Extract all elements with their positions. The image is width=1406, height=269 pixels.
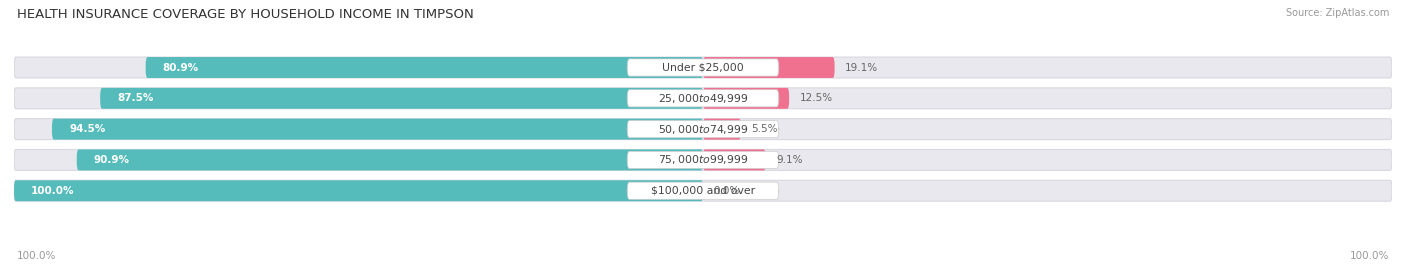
Text: 5.5%: 5.5% xyxy=(751,124,778,134)
Text: 94.5%: 94.5% xyxy=(69,124,105,134)
Text: 9.1%: 9.1% xyxy=(776,155,803,165)
Text: 12.5%: 12.5% xyxy=(800,93,832,103)
Text: 87.5%: 87.5% xyxy=(118,93,153,103)
FancyBboxPatch shape xyxy=(14,180,1392,201)
Text: 100.0%: 100.0% xyxy=(17,251,56,261)
Text: 100.0%: 100.0% xyxy=(1350,251,1389,261)
FancyBboxPatch shape xyxy=(14,88,1392,109)
Text: $25,000 to $49,999: $25,000 to $49,999 xyxy=(658,92,748,105)
FancyBboxPatch shape xyxy=(627,182,779,199)
Text: $75,000 to $99,999: $75,000 to $99,999 xyxy=(658,153,748,167)
Text: 90.9%: 90.9% xyxy=(94,155,129,165)
FancyBboxPatch shape xyxy=(14,150,1392,170)
FancyBboxPatch shape xyxy=(100,88,703,109)
FancyBboxPatch shape xyxy=(14,180,703,201)
FancyBboxPatch shape xyxy=(703,119,741,140)
Text: 100.0%: 100.0% xyxy=(31,186,75,196)
FancyBboxPatch shape xyxy=(52,119,703,140)
Text: $100,000 and over: $100,000 and over xyxy=(651,186,755,196)
FancyBboxPatch shape xyxy=(703,57,835,78)
Text: Under $25,000: Under $25,000 xyxy=(662,62,744,73)
FancyBboxPatch shape xyxy=(627,59,779,76)
FancyBboxPatch shape xyxy=(77,150,703,170)
FancyBboxPatch shape xyxy=(627,121,779,138)
Text: $50,000 to $74,999: $50,000 to $74,999 xyxy=(658,123,748,136)
Text: 0.0%: 0.0% xyxy=(713,186,740,196)
FancyBboxPatch shape xyxy=(627,151,779,168)
FancyBboxPatch shape xyxy=(14,119,1392,140)
FancyBboxPatch shape xyxy=(14,57,1392,78)
Text: HEALTH INSURANCE COVERAGE BY HOUSEHOLD INCOME IN TIMPSON: HEALTH INSURANCE COVERAGE BY HOUSEHOLD I… xyxy=(17,8,474,21)
FancyBboxPatch shape xyxy=(703,88,789,109)
Text: 80.9%: 80.9% xyxy=(163,62,200,73)
FancyBboxPatch shape xyxy=(627,90,779,107)
Text: 19.1%: 19.1% xyxy=(845,62,877,73)
Text: Source: ZipAtlas.com: Source: ZipAtlas.com xyxy=(1285,8,1389,18)
FancyBboxPatch shape xyxy=(703,150,766,170)
FancyBboxPatch shape xyxy=(146,57,703,78)
